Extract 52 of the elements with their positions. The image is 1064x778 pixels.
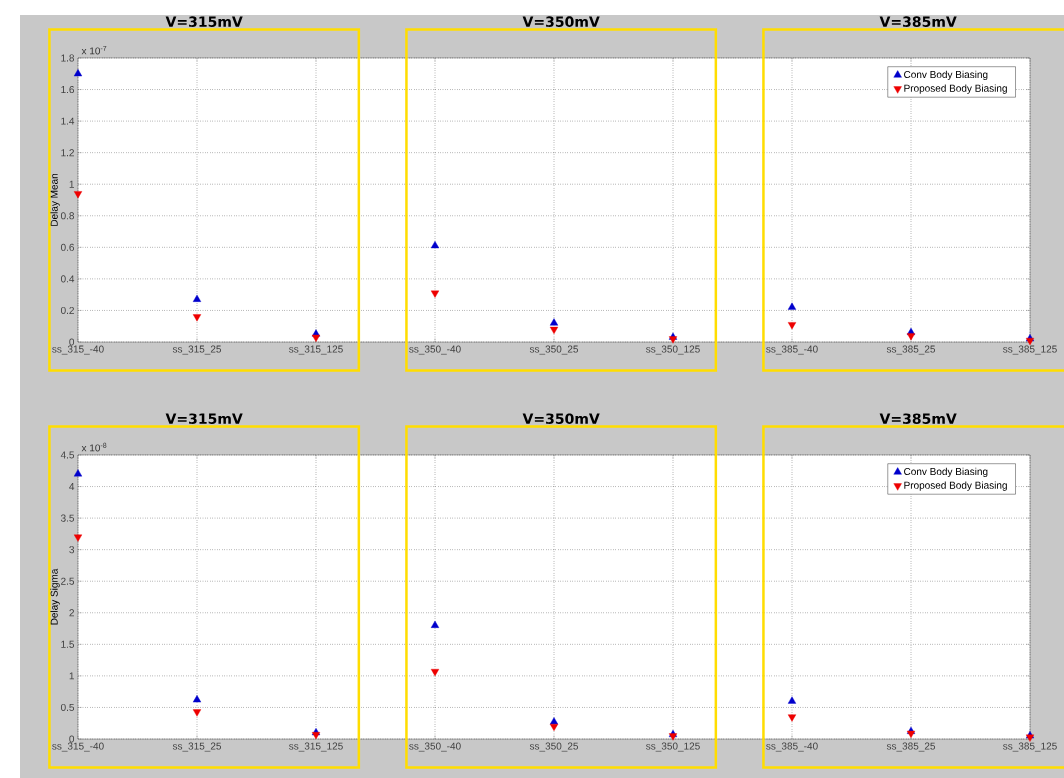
x-tick-label: ss_315_125 [289, 345, 343, 355]
text: x 10$^{-7}$ [81, 45, 107, 55]
x-tick-label: ss_385_25 [886, 742, 936, 752]
y-tick-label: 0 [69, 735, 75, 743]
y-axis-title: Delay Mean [50, 173, 60, 226]
y-tick-label: 0.5 [60, 703, 75, 711]
x-tick-label: ss_385_125 [1003, 742, 1057, 752]
y-tick-label: 1.5 [61, 640, 75, 648]
y-tick-label: 4 [69, 483, 75, 490]
text: V=385mV [879, 16, 957, 27]
y-tick-label: 1 [69, 672, 74, 680]
legend-label: Conv Body Biasing [904, 70, 988, 81]
x-tick-label: ss_385_125 [1003, 345, 1057, 355]
x-tick-label: ss_385_-40 [766, 345, 818, 355]
y-tick-label: 0 [69, 338, 75, 346]
y-tick-label: 3 [69, 546, 75, 554]
x-tick-label: ss_350_125 [646, 345, 700, 355]
text: V=350mV [522, 16, 600, 27]
text: x 10$^{-8}$ [81, 442, 107, 452]
text: V=385mV [879, 413, 957, 424]
y-tick-label: 0.4 [60, 275, 75, 283]
x-tick-label: ss_350_125 [646, 742, 700, 752]
x-tick-label: ss_385_25 [886, 345, 936, 355]
y-tick-label: 4.5 [60, 451, 75, 459]
y-axis-title: Delay Sigma [50, 568, 60, 625]
x-tick-label: ss_315_125 [289, 742, 343, 752]
y-tick-label: 3.5 [60, 514, 75, 522]
legend-label: Proposed Body Biasing [904, 481, 1007, 491]
x-tick-label: ss_385_-40 [766, 742, 818, 752]
y-tick-label: 1.8 [61, 54, 75, 62]
legend-label: Conv Body Biasing [904, 467, 988, 478]
y-tick-label: 1 [69, 180, 74, 188]
x-tick-label: ss_315_25 [172, 345, 222, 355]
y-tick-label: 0.6 [60, 243, 75, 251]
y-tick-label: 1.2 [61, 149, 74, 157]
x-tick-label: ss_350_25 [529, 345, 579, 355]
text: V=315mV [165, 16, 243, 27]
x-tick-label: ss_350_25 [529, 742, 579, 752]
text: V=350mV [522, 413, 600, 424]
x-tick-label: ss_350_-40 [409, 742, 461, 752]
x-tick-label: ss_315_-40 [52, 742, 104, 752]
legend-label: Proposed Body Biasing [904, 84, 1007, 94]
text: V=315mV [165, 413, 243, 424]
y-tick-label: 1.4 [61, 117, 75, 125]
x-tick-label: ss_315_25 [172, 742, 222, 752]
y-tick-label: 1.6 [61, 86, 75, 94]
y-tick-label: 0.8 [60, 212, 75, 220]
y-tick-label: 2 [69, 609, 74, 617]
y-tick-label: 2.5 [61, 577, 75, 585]
x-tick-label: ss_315_-40 [52, 345, 104, 355]
x-tick-label: ss_350_-40 [409, 345, 461, 355]
y-tick-label: 0.2 [60, 306, 74, 314]
